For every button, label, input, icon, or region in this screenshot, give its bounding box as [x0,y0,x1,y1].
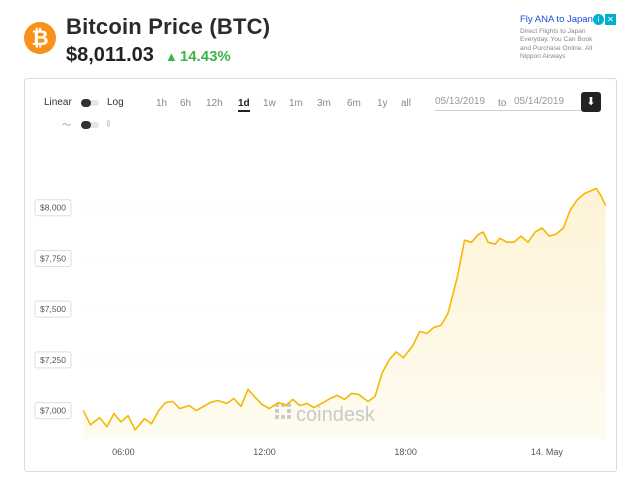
date-to-field[interactable]: 05/14/2019 [514,92,593,111]
x-tick-label: 06:00 [112,447,135,457]
coindesk-logo-dot [287,415,291,419]
y-tick-label: $8,000 [40,203,66,213]
download-button[interactable]: ⬇ [581,92,601,112]
y-tick: $7,500 [34,300,72,318]
range-button-1y[interactable]: 1y [377,98,388,109]
range-button-6m[interactable]: 6m [347,98,361,109]
price-change: ▲ 14.43% [165,48,231,65]
x-tick-label: 12:00 [253,447,276,457]
scale-toggle[interactable] [81,99,99,107]
ad-close-icon[interactable]: ✕ [605,14,616,25]
candlestick-icon[interactable]: ⫾ [107,118,110,128]
price-chart[interactable]: coindesk $7,000 $7,250 $7,500 $7,750 $8,000 06… [25,79,616,471]
range-button-6h[interactable]: 6h [180,98,192,109]
scale-log-label[interactable]: Log [107,97,124,108]
y-tick: $7,750 [34,249,72,267]
price-area-fill [83,188,606,439]
chart-type-toggle-knob [81,121,91,129]
y-tick-label: $7,250 [40,355,66,365]
coindesk-logo-dot [281,415,285,419]
ad-icons: i ✕ [592,14,616,25]
y-tick: $7,000 [34,402,72,420]
chart-type-toggle[interactable] [81,121,99,129]
y-tick-box [34,249,72,267]
range-button-1m[interactable]: 1m [289,98,303,109]
y-tick: $7,250 [34,351,72,369]
y-tick-box [34,351,72,369]
ad-text-line: Everyday. You Can Book [520,36,593,44]
range-button-1w[interactable]: 1w [263,98,276,109]
coindesk-logo-dot [275,409,279,413]
ad-info-icon[interactable]: i [593,14,604,25]
ad-banner[interactable]: Fly ANA to Japan Direct Flights to Japan… [520,14,616,66]
scale-linear-label[interactable]: Linear [44,97,72,108]
y-tick: $8,000 [34,199,72,217]
y-tick-label: $7,000 [40,406,66,416]
coindesk-logo-dot [275,415,279,419]
y-tick-box [34,402,72,420]
line-chart-icon[interactable]: 〜 [62,120,72,130]
y-tick-box [34,300,72,318]
current-price: $8,011.03 [66,44,154,66]
ad-text-line: and Purchase Online. All [520,44,593,52]
page-title: Bitcoin Price (BTC) [66,14,271,39]
ad-text-line: Direct Flights to Japan [520,28,586,35]
y-tick-label: $7,750 [40,253,66,263]
y-tick-label: $7,500 [40,304,66,314]
ad-text-line: Nippon Airways [520,52,566,60]
ad-text: Direct Flights to Japan Everyday. You Ca… [520,28,616,61]
ad-title[interactable]: Fly ANA to Japan [520,14,593,25]
price-change-value: 14.43% [179,48,231,65]
x-tick-label: 14. May [531,447,564,457]
up-arrow-icon: ▲ [165,49,178,64]
range-button-1d[interactable]: 1d [238,98,250,112]
date-to-label: to [498,98,507,109]
range-button-all[interactable]: all [401,98,412,109]
scale-toggle-knob [81,99,91,107]
range-button-3m[interactable]: 3m [317,98,331,109]
date-from-field[interactable]: 05/13/2019 [435,92,514,111]
range-button-1h[interactable]: 1h [156,98,168,109]
coindesk-logo-dot [287,409,291,413]
bitcoin-icon: ₿ [24,22,56,54]
price-line [82,187,607,431]
x-tick-label: 18:00 [394,447,417,457]
coindesk-watermark: coindesk [296,404,376,426]
y-tick-box [34,199,72,217]
range-button-12h[interactable]: 12h [206,98,223,109]
chart-card: Linear Log 〜 ⫾ 1h 6h 12h 1d 1w 1m 3m 6m … [24,78,617,472]
